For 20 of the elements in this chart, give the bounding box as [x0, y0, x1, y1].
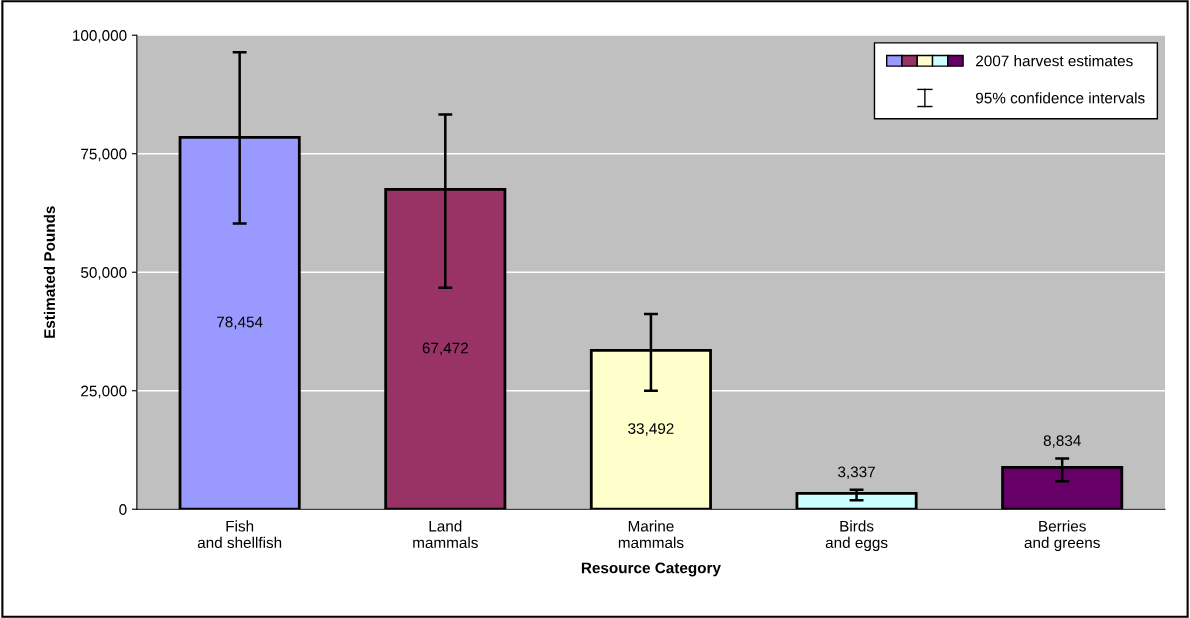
y-axis-title: Estimated Pounds	[43, 206, 55, 338]
legend-label: 2007 harvest estimates	[976, 55, 1133, 67]
data-label: 78,454	[217, 316, 263, 330]
x-axis-title: Resource Category	[581, 562, 721, 577]
y-tick-label: 100,000	[73, 30, 127, 43]
x-tick-label: Birds and eggs	[825, 520, 888, 552]
annotation: 95% confidence intervals	[976, 92, 1145, 104]
x-tick-label: Berries and greens	[1024, 520, 1100, 552]
y-tick-label: 0	[119, 504, 127, 515]
x-tick-label: Fish and shellfish	[197, 520, 282, 549]
data-label: 33,492	[628, 423, 674, 436]
data-label: 67,472	[422, 342, 468, 356]
bar	[795, 492, 918, 510]
y-tick-label: 25,000	[81, 385, 127, 399]
y-tick-label: 75,000	[81, 148, 127, 162]
data-label: 3,337	[838, 466, 875, 480]
x-tick-label: Land mammals	[413, 520, 478, 549]
data-label: 8,834	[1043, 435, 1081, 448]
y-tick-label: 50,000	[81, 267, 127, 280]
x-tick-label: Marine mammals	[618, 520, 684, 549]
